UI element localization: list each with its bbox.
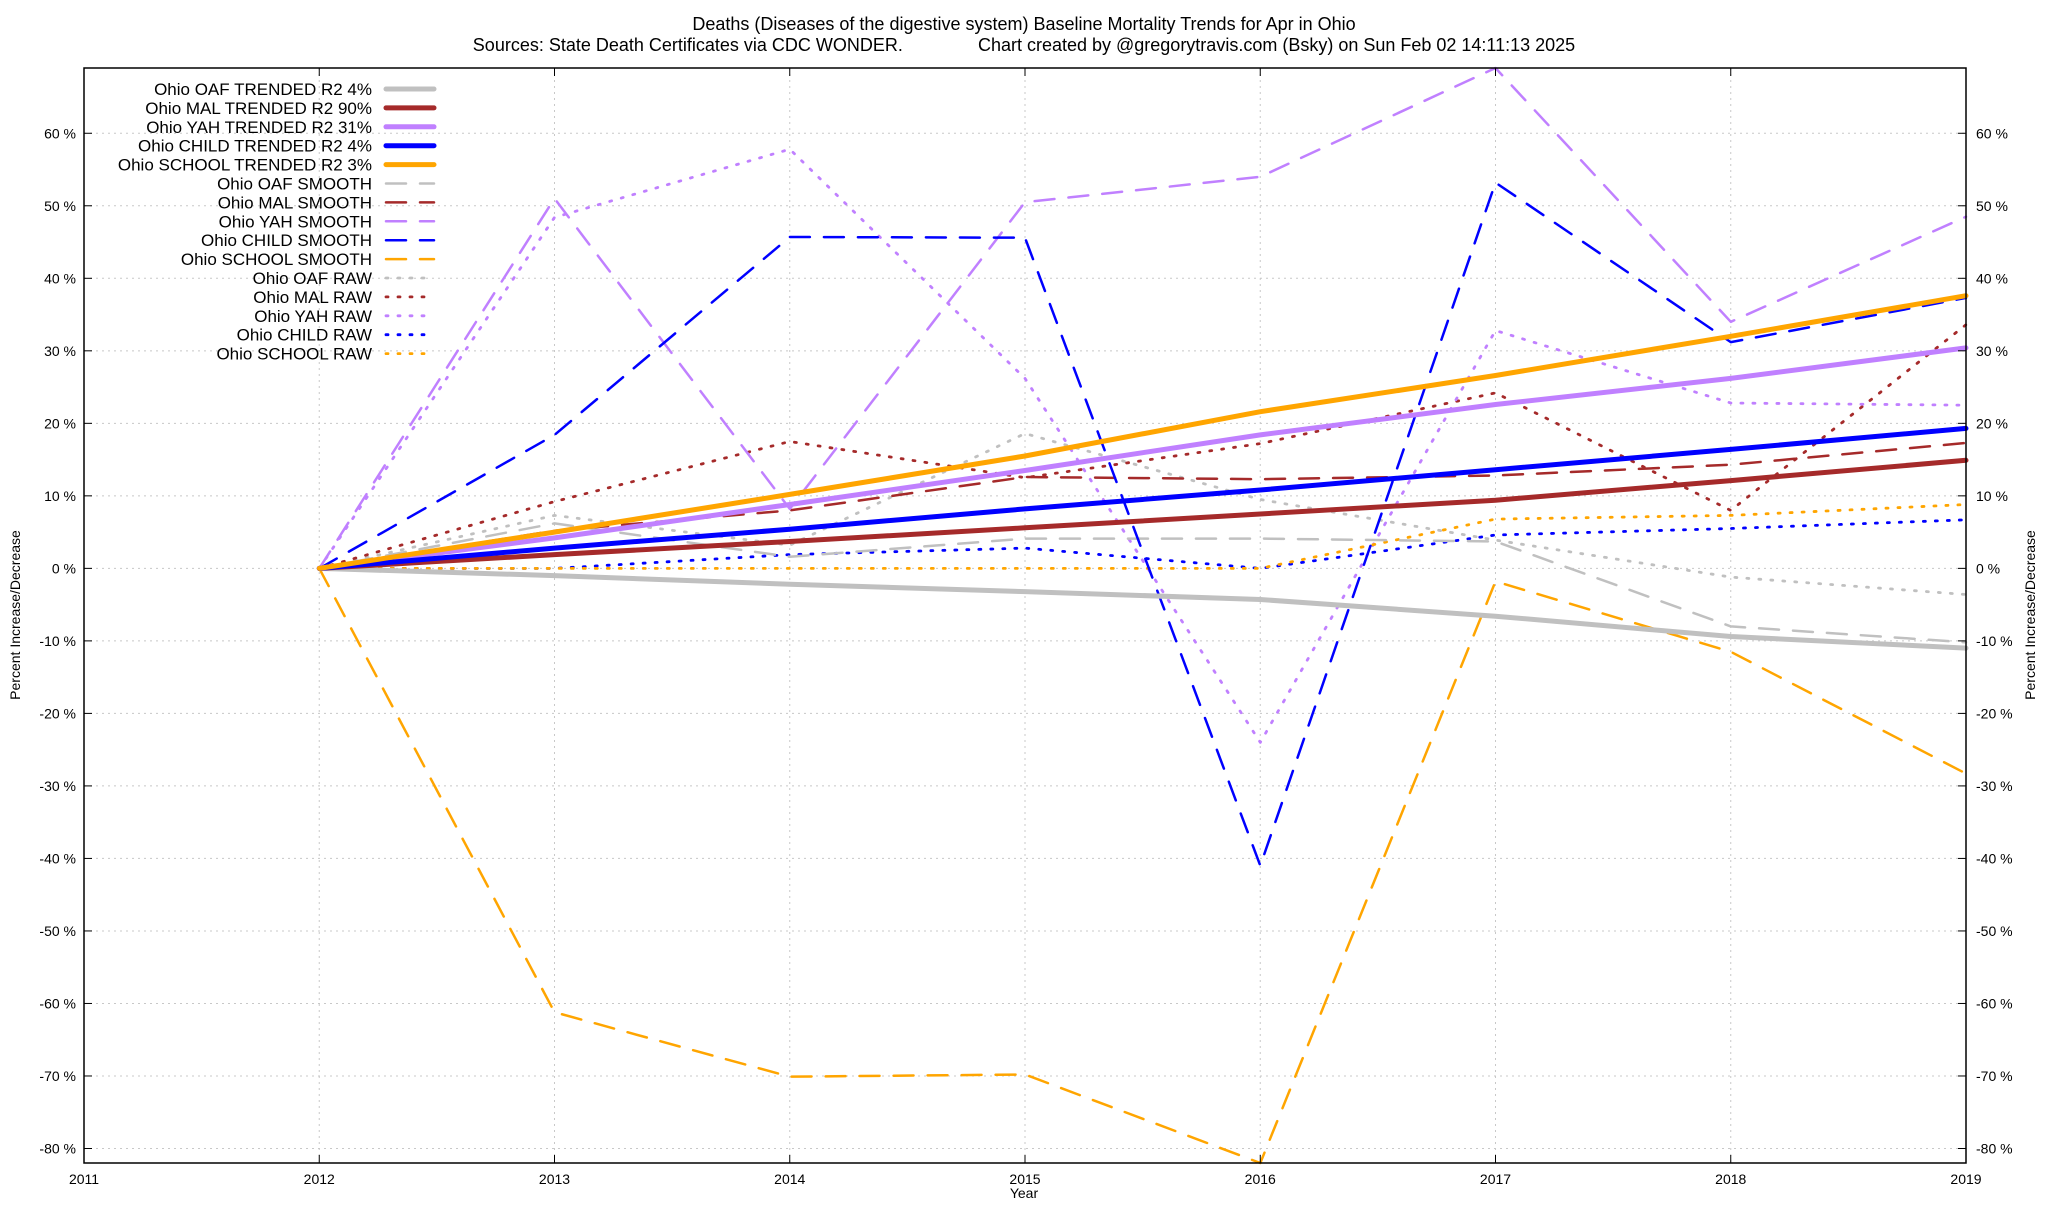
y2-tick-label: -50 % [1976,923,2013,939]
legend-label: Ohio YAH RAW [254,307,372,326]
legend-label: Ohio OAF SMOOTH [217,175,372,194]
y-tick-label: 10 % [44,488,76,504]
x-tick-label: 2016 [1245,1171,1276,1187]
x-tick-label: 2012 [304,1171,335,1187]
series-line-ohio-child-smooth [318,181,1968,867]
series-line-ohio-school-trended-r2-3 [316,293,1969,571]
legend-label: Ohio MAL TRENDED R2 90% [145,99,372,118]
legend-label: Ohio CHILD TRENDED R2 4% [138,137,372,156]
y-tick-label: 50 % [44,198,76,214]
y-tick-label: -10 % [39,633,76,649]
legend-label: Ohio YAH TRENDED R2 31% [146,118,372,137]
chart-title: Deaths (Diseases of the digestive system… [692,14,1355,34]
series-line-ohio-child-trended-r2-4 [316,425,1969,571]
y2-tick-label: 30 % [1976,343,2008,359]
legend: Ohio OAF TRENDED R2 4%Ohio MAL TRENDED R… [118,80,437,364]
x-tick-label: 2013 [539,1171,570,1187]
y2-axis-label: Percent Increase/Decrease [2022,530,2038,700]
series-line-ohio-yah-smooth [318,66,1968,570]
legend-label: Ohio MAL SMOOTH [218,193,372,212]
y2-tick-label: -70 % [1976,1068,2013,1084]
series-line-ohio-oaf-raw [317,432,1968,596]
y2-tick-label: -60 % [1976,995,2013,1011]
y2-tick-label: -20 % [1976,705,2013,721]
y-tick-label: -40 % [39,850,76,866]
legend-label: Ohio SCHOOL SMOOTH [181,250,372,269]
y2-tick-label: -40 % [1976,850,2013,866]
x-tick-label: 2014 [774,1171,805,1187]
legend-label: Ohio YAH SMOOTH [219,212,372,231]
y-tick-label: 60 % [44,125,76,141]
y-tick-label: 0 % [52,560,76,576]
y2-tick-label: 10 % [1976,488,2008,504]
y-tick-label: -30 % [39,778,76,794]
legend-label: Ohio SCHOOL TRENDED R2 3% [118,156,372,175]
series-line-ohio-yah-trended-r2-31 [316,345,1969,571]
x-axis-label: Year [1010,1185,1039,1200]
series-line-ohio-oaf-smooth [318,522,1968,644]
y-tick-label: 20 % [44,415,76,431]
y2-tick-label: 40 % [1976,270,2008,286]
legend-label: Ohio OAF TRENDED R2 4% [154,80,372,99]
y2-tick-label: 20 % [1976,415,2008,431]
series-line-ohio-mal-trended-r2-90 [316,457,1969,571]
x-tick-label: 2018 [1715,1171,1746,1187]
series-line-ohio-yah-raw [317,147,1968,744]
y-tick-label: 30 % [44,343,76,359]
series-line-ohio-oaf-trended-r2-4 [316,565,1969,651]
axes: 2011 2012 2013 2014 2015 2016 2017 2018 2019 60 %… [39,68,2013,1187]
chart-subtitle: Sources: State Death Certificates via CD… [473,35,1575,55]
x-tick-label: 2011 [69,1171,99,1187]
y-tick-label: 40 % [44,270,76,286]
legend-label: Ohio CHILD RAW [237,326,372,345]
y2-tick-label: -80 % [1976,1140,2013,1156]
y-tick-label: -70 % [39,1068,76,1084]
legend-label: Ohio MAL RAW [253,288,372,307]
series-line-ohio-school-smooth [318,567,1968,1165]
y-axis-label: Percent Increase/Decrease [7,530,23,700]
y-tick-label: -80 % [39,1140,76,1156]
y-tick-label: -20 % [39,705,76,721]
x-tick-label: 2019 [1950,1171,1981,1187]
legend-label: Ohio SCHOOL RAW [216,345,372,364]
y-tick-label: -60 % [39,995,76,1011]
y2-tick-label: 50 % [1976,198,2008,214]
series-layer [316,66,1969,1165]
x-tick-label: 2017 [1480,1171,1511,1187]
y2-tick-label: -30 % [1976,778,2013,794]
y2-tick-label: 60 % [1976,125,2008,141]
y2-tick-label: -10 % [1976,633,2013,649]
y2-tick-label: 0 % [1976,560,2000,576]
y-tick-label: -50 % [39,923,76,939]
legend-label: Ohio CHILD SMOOTH [201,231,372,250]
legend-label: Ohio OAF RAW [253,269,372,288]
x-tick-label: 2015 [1009,1171,1040,1187]
